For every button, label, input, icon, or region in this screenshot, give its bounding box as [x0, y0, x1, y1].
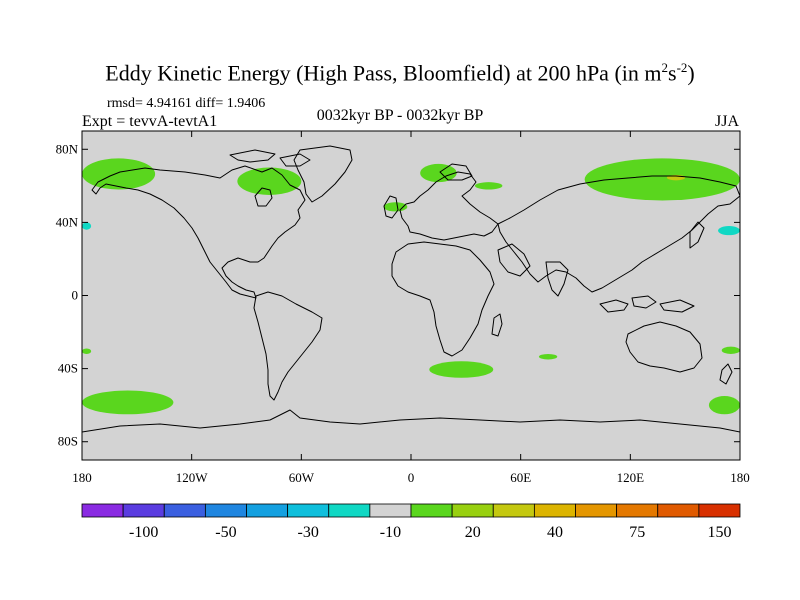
- colorbar-box: [328, 503, 371, 518]
- colorbar-box: [369, 503, 412, 518]
- coastlines: [82, 145, 740, 433]
- anomaly-region-9: [82, 348, 92, 354]
- anomaly-region-0: [82, 158, 156, 190]
- title-close: ): [687, 60, 695, 86]
- anomaly-region-11: [429, 361, 494, 378]
- colorbar-label: -10: [380, 524, 401, 541]
- coast-asia: [497, 175, 740, 293]
- anomaly-region-12: [538, 353, 558, 360]
- coast-uk: [383, 195, 399, 219]
- colorbar-label: -50: [215, 524, 236, 541]
- colorbar-label: 40: [547, 524, 563, 541]
- coast-madagascar: [491, 313, 503, 337]
- coast-india: [545, 261, 569, 297]
- colorbar-box: [657, 503, 700, 518]
- title-sup1: 2: [661, 60, 669, 75]
- anomaly-region-14: [721, 346, 740, 354]
- anomaly-region-7: [82, 222, 92, 230]
- coast-antarctica: [82, 409, 740, 433]
- coast-new-zealand: [719, 363, 733, 385]
- lat-label: 0: [72, 288, 79, 303]
- coast-australia: [625, 321, 703, 373]
- colorbar-box: [616, 503, 659, 518]
- lat-label: 80N: [56, 141, 79, 156]
- anomaly-region-5: [584, 158, 740, 201]
- coast-scandinavia: [439, 163, 473, 181]
- lat-label: 40N: [56, 214, 79, 229]
- coast-arabia: [497, 243, 531, 277]
- axis-ticks: [81, 131, 741, 460]
- colorbar-box: [410, 503, 453, 518]
- title-sup2: -2: [676, 60, 688, 75]
- coast-africa: [391, 241, 495, 357]
- lon-label: 180: [730, 470, 750, 485]
- anomaly-regions: [82, 158, 740, 415]
- colorbar-label: -30: [298, 524, 319, 541]
- colorbar-box: [122, 503, 165, 518]
- colorbar-box: [81, 503, 124, 518]
- anomaly-region-8: [718, 226, 740, 236]
- colorbar-box: [533, 503, 576, 518]
- anomaly-region-13: [708, 396, 740, 415]
- coast-south-america: [253, 291, 323, 401]
- colorbar-box: [204, 503, 247, 518]
- lon-label: 0: [408, 470, 415, 485]
- lat-label: 80S: [58, 434, 78, 449]
- period-label: 0032kyr BP - 0032kyr BP: [316, 107, 484, 124]
- season-label: JJA: [715, 113, 740, 130]
- coast-japan: [689, 221, 705, 249]
- colorbar-labels: -100 -50 -30 -10 20 40 75 150: [129, 524, 731, 541]
- coast-north-america: [91, 165, 306, 299]
- title-main: Eddy Kinetic Energy (High Pass, Bloomfie…: [105, 60, 662, 86]
- lon-label: 60E: [510, 470, 531, 485]
- colorbar-label: -100: [129, 524, 158, 541]
- coast-indonesia: [599, 295, 695, 313]
- colorbar-box: [451, 503, 494, 518]
- map-title: Eddy Kinetic Energy (High Pass, Bloomfie…: [0, 60, 800, 86]
- lon-label: 60W: [289, 470, 315, 485]
- anomaly-region-4: [474, 182, 503, 190]
- colorbar-box: [163, 503, 206, 518]
- experiment-label: Expt = tevvA-tevtA1: [82, 113, 218, 130]
- anomaly-region-10: [82, 390, 174, 415]
- colorbar: [81, 503, 741, 518]
- colorbar-label: 75: [629, 524, 645, 541]
- coast-europe: [399, 171, 499, 241]
- stats-label: rmsd= 4.94161 diff= 1.9406: [107, 96, 266, 111]
- lon-label: 120W: [176, 470, 209, 485]
- axis-labels: 80N 40N 0 40S 80S 180 120W 60W 0 60E 120E 180: [56, 141, 750, 485]
- anomaly-region-3: [420, 163, 457, 183]
- colorbar-label: 150: [707, 524, 731, 541]
- colorbar-label: 20: [465, 524, 481, 541]
- title-mid: s: [668, 60, 677, 86]
- colorbar-box: [246, 503, 289, 518]
- lat-label: 40S: [58, 361, 78, 376]
- lon-label: 120E: [617, 470, 645, 485]
- colorbar-box: [575, 503, 618, 518]
- lon-label: 180: [72, 470, 92, 485]
- colorbar-box: [287, 503, 330, 518]
- coast-greenland: [293, 145, 353, 203]
- colorbar-box: [698, 503, 741, 518]
- coast-hudson-bay: [254, 187, 273, 207]
- anomaly-region-1: [237, 167, 302, 195]
- colorbar-box: [492, 503, 535, 518]
